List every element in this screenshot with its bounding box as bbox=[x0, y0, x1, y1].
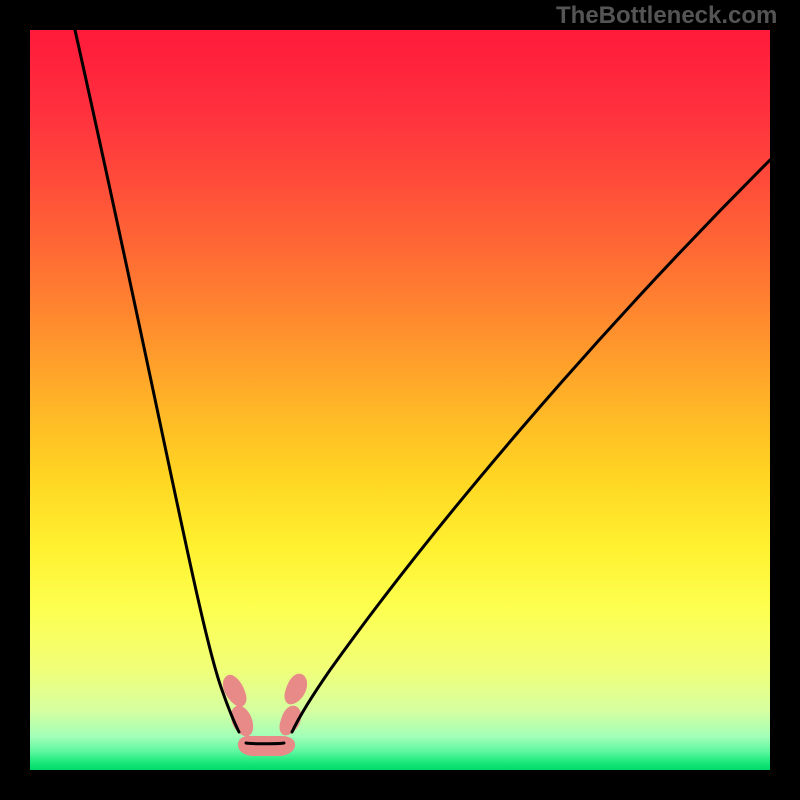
watermark-text: TheBottleneck.com bbox=[556, 2, 777, 30]
plot-svg bbox=[30, 30, 770, 770]
blob-bottom-bar bbox=[238, 736, 295, 756]
bottom-flat bbox=[246, 743, 284, 744]
gradient-background bbox=[30, 30, 770, 770]
plot-area bbox=[30, 30, 770, 770]
